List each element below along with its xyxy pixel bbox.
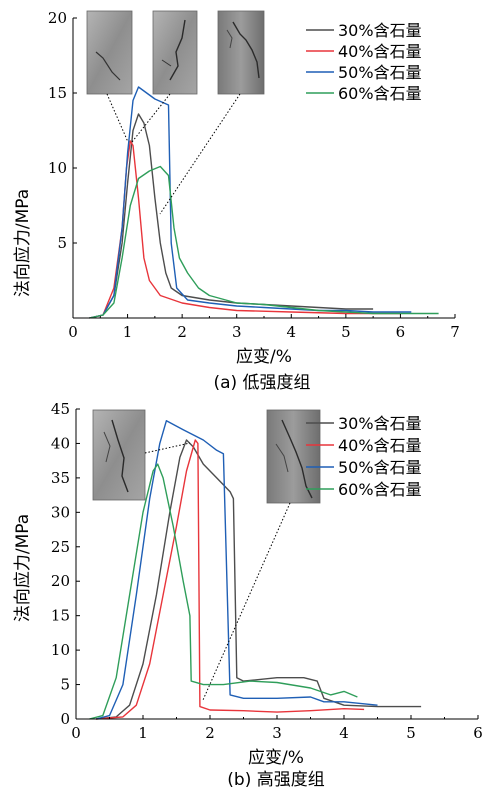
x-tick-label: 0 xyxy=(71,724,81,742)
series-line-60 xyxy=(89,463,358,720)
x-tick-label: 7 xyxy=(450,323,460,341)
x-tick-label: 0 xyxy=(68,323,78,341)
y-tick-label: 5 xyxy=(57,234,67,252)
x-tick-label: 3 xyxy=(272,724,282,742)
x-tick-label: 1 xyxy=(123,323,133,341)
y-tick-label: 5 xyxy=(60,676,70,694)
legend-label-60: 60%含石量 xyxy=(338,480,422,499)
y-tick-label: 20 xyxy=(48,9,67,27)
caption-b: (b) 高强度组 xyxy=(227,770,324,790)
y-tick-label: 15 xyxy=(48,84,67,102)
legend-label-50: 50%含石量 xyxy=(338,63,422,82)
y-tick-label: 10 xyxy=(48,159,67,177)
y-tick-label: 10 xyxy=(51,641,70,659)
chart-a: 30%含石量 40%含石量 50%含石量 60%含石量 0 1 2 3 4 5 6 7 5 10 15 20… xyxy=(13,9,460,393)
series-line-60 xyxy=(89,165,439,319)
y-tick-label: 15 xyxy=(51,607,70,625)
specimen-photo-a3 xyxy=(217,10,265,95)
specimen-photo-b1 xyxy=(92,409,146,501)
ylabel-a: 法向应力/MPa xyxy=(13,189,33,297)
x-tick-label: 6 xyxy=(473,724,483,742)
y-tick-label: 30 xyxy=(51,503,70,521)
y-tick-label: 0 xyxy=(60,710,70,728)
specimen-photo-a2 xyxy=(152,10,198,95)
x-tick-label: 4 xyxy=(339,724,349,742)
series-line-30 xyxy=(89,113,374,319)
specimen-photo-b2 xyxy=(266,409,321,504)
legend-label-30: 30%含石量 xyxy=(338,21,422,40)
series-line-40 xyxy=(89,140,401,319)
specimen-photo-a1 xyxy=(86,10,133,95)
y-tick-label: 45 xyxy=(51,400,70,418)
x-tick-label: 6 xyxy=(396,323,406,341)
legend-a: 30%含石量 40%含石量 50%含石量 60%含石量 xyxy=(306,21,422,103)
legend-label-50: 50%含石量 xyxy=(338,458,422,477)
y-tick-label: 40 xyxy=(51,434,70,452)
x-tick-label: 3 xyxy=(232,323,242,341)
legend-label-30: 30%含石量 xyxy=(338,414,422,433)
y-tick-label: 20 xyxy=(51,572,70,590)
x-tick-label: 2 xyxy=(177,323,187,341)
legend-label-60: 60%含石量 xyxy=(338,84,422,103)
y-tick-label: 35 xyxy=(51,469,70,487)
series-line-50 xyxy=(89,86,412,319)
x-tick-label: 5 xyxy=(406,724,416,742)
x-tick-label: 2 xyxy=(205,724,215,742)
series-line-40 xyxy=(96,439,365,720)
photo-leader-lines-b xyxy=(144,442,291,701)
legend-label-40: 40%含石量 xyxy=(338,436,422,455)
caption-a: (a) 低强度组 xyxy=(213,373,310,393)
series-line-30 xyxy=(96,439,422,720)
series-line-50 xyxy=(95,420,378,720)
legend-b: 30%含石量 40%含石量 50%含石量 60%含石量 xyxy=(306,414,422,499)
x-tick-label: 4 xyxy=(287,323,297,341)
photo-leader-lines-a xyxy=(106,93,241,215)
x-tick-label: 1 xyxy=(138,724,148,742)
x-tick-label: 5 xyxy=(341,323,351,341)
xlabel-b: 应变/% xyxy=(248,748,304,768)
legend-label-40: 40%含石量 xyxy=(338,42,422,61)
xlabel-a: 应变/% xyxy=(236,347,292,367)
y-tick-label: 25 xyxy=(51,538,70,556)
ylabel-b: 法向应力/MPa xyxy=(13,514,33,622)
